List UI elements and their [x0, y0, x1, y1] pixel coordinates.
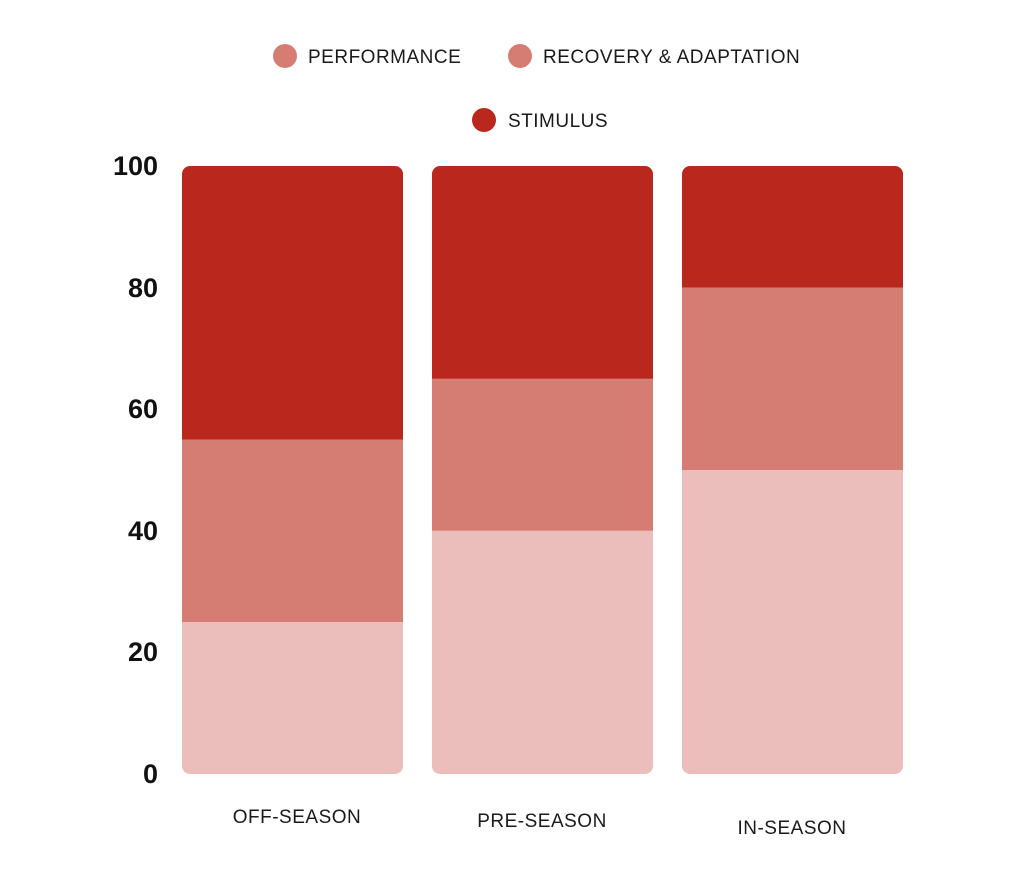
- legend-marker-performance: [273, 44, 297, 68]
- x-tick-label-in-season: IN-SEASON: [737, 818, 846, 839]
- y-tick-label: 80: [128, 273, 158, 303]
- y-tick-label: 20: [128, 637, 158, 667]
- legend-marker-recovery-adaptation: [508, 44, 532, 68]
- bars-pre-season: [432, 166, 653, 774]
- bar-segment-performance: [182, 622, 403, 774]
- y-tick-label: 0: [143, 759, 158, 789]
- y-axis: 0 20 40 60 80 100: [113, 151, 158, 789]
- legend-label-performance: PERFORMANCE: [308, 47, 461, 68]
- bar-segment-recovery-adaptation: [182, 439, 403, 622]
- legend-item-recovery-adaptation: RECOVERY & ADAPTATION: [508, 44, 800, 68]
- x-tick-label-off-season: OFF-SEASON: [233, 807, 362, 828]
- bar-segment-performance: [432, 530, 653, 774]
- legend-label-recovery-adaptation: RECOVERY & ADAPTATION: [543, 47, 800, 68]
- legend-marker-stimulus: [472, 108, 496, 132]
- legend-item-performance: PERFORMANCE: [273, 44, 461, 68]
- y-tick-label: 60: [128, 394, 158, 424]
- bar-segment-stimulus: [432, 166, 653, 379]
- legend-label-stimulus: STIMULUS: [508, 111, 608, 132]
- legend: PERFORMANCE RECOVERY & ADAPTATION STIMUL…: [273, 44, 800, 132]
- bar-segment-stimulus: [182, 166, 403, 440]
- bar-segment-recovery-adaptation: [682, 287, 903, 470]
- bars-in-season: [682, 166, 903, 774]
- bars-off-season: [182, 166, 403, 774]
- y-tick-label: 100: [113, 151, 158, 181]
- x-axis: OFF-SEASON PRE-SEASON IN-SEASON: [233, 807, 846, 839]
- legend-item-stimulus: STIMULUS: [472, 108, 608, 132]
- y-tick-label: 40: [128, 516, 158, 546]
- bar-segment-stimulus: [682, 166, 903, 288]
- bar-segment-performance: [682, 470, 903, 774]
- x-tick-label-pre-season: PRE-SEASON: [477, 811, 607, 832]
- bar-segment-recovery-adaptation: [432, 378, 653, 531]
